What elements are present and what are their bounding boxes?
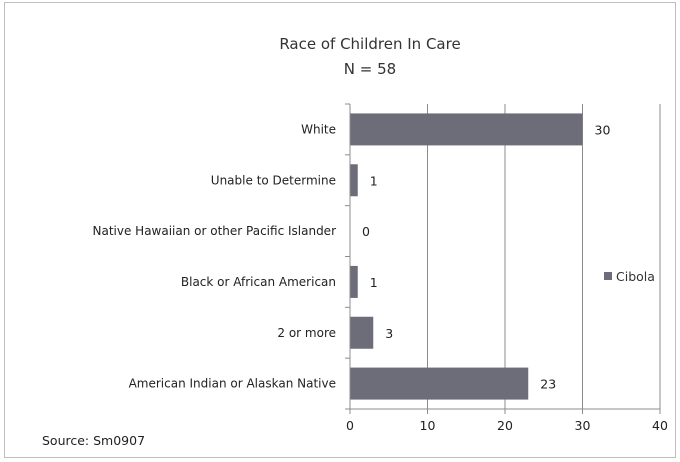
data-label-0: 30 <box>595 122 611 137</box>
category-label-5: American Indian or Alaskan Native <box>129 377 336 391</box>
category-label-2: Native Hawaiian or other Pacific Islande… <box>93 224 337 238</box>
data-label-4: 3 <box>385 326 393 341</box>
category-label-3: Black or African American <box>181 275 336 289</box>
category-label-1: Unable to Determine <box>211 173 336 187</box>
gridlines <box>427 104 661 409</box>
x-tick-label-40: 40 <box>652 418 668 433</box>
legend: Cibola <box>604 269 655 284</box>
data-label-5: 23 <box>540 377 556 392</box>
axes <box>345 103 661 414</box>
data-label-2: 0 <box>362 224 370 239</box>
x-tick-label-30: 30 <box>575 418 591 433</box>
bar-1 <box>350 164 358 197</box>
bar-5 <box>350 367 529 400</box>
bars <box>350 113 583 400</box>
category-label-0: White <box>301 122 336 136</box>
category-label-4: 2 or more <box>277 326 336 340</box>
x-tick-label-10: 10 <box>420 418 436 433</box>
chart-subtitle: N = 58 <box>344 60 396 78</box>
bar-3 <box>350 265 358 298</box>
source-note: Source: Sm0907 <box>42 433 145 448</box>
chart-frame <box>4 2 676 458</box>
x-tick-label-20: 20 <box>497 418 513 433</box>
legend-swatch-cibola <box>604 272 612 280</box>
data-label-1: 1 <box>370 173 378 188</box>
chart-title: Race of Children In Care <box>279 35 460 53</box>
x-tick-label-0: 0 <box>346 418 354 433</box>
bar-4 <box>350 316 374 349</box>
bar-0 <box>350 113 583 146</box>
legend-label-cibola: Cibola <box>616 269 655 284</box>
data-label-3: 1 <box>370 275 378 290</box>
